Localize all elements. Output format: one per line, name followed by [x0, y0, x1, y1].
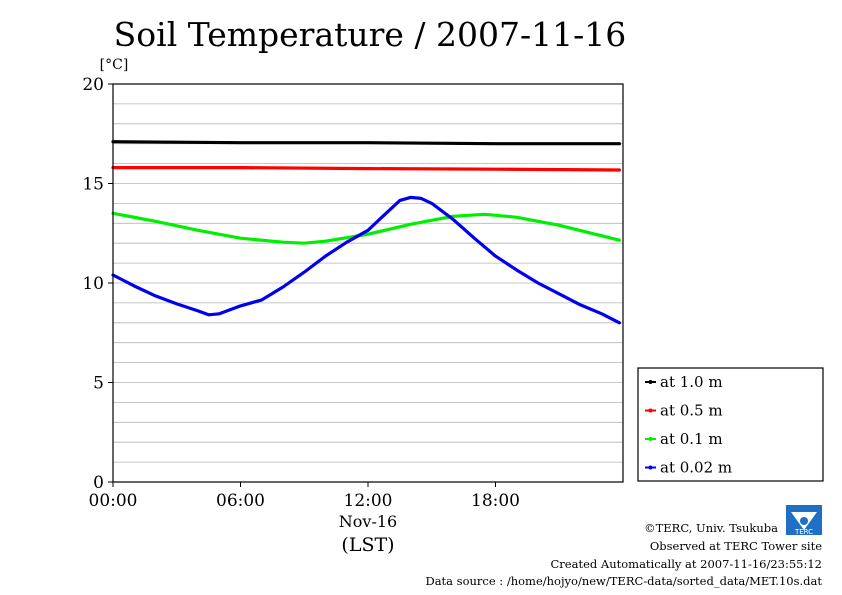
legend-label-0: at 1.0 m	[660, 373, 723, 391]
x-axis-date-label: Nov-16	[339, 512, 397, 531]
footer-site: Observed at TERC Tower site	[649, 539, 822, 553]
series-line-2	[111, 211, 621, 245]
y-tick-label: 20	[82, 75, 104, 95]
footer-created: Created Automatically at 2007-11-16/23:5…	[550, 557, 823, 571]
series-line-1	[111, 166, 621, 172]
x-tick-label: 00:00	[89, 491, 138, 511]
y-tick-label: 15	[82, 175, 104, 195]
footer-source: Data source : /home/hojyo/new/TERC-data/…	[425, 574, 822, 588]
terc-logo: TERC	[786, 505, 822, 536]
legend-marker-2	[648, 437, 653, 441]
legend-marker-3	[648, 465, 653, 470]
y-tick-label: 0	[93, 473, 104, 493]
series-line-3	[111, 195, 621, 325]
legend-marker-0	[648, 380, 653, 384]
x-tick-label: 18:00	[471, 491, 520, 511]
series-line-0	[111, 140, 621, 146]
x-tick-label: 12:00	[344, 491, 393, 511]
x-tick-label: 06:00	[216, 491, 265, 511]
legend-label-3: at 0.02 m	[660, 459, 732, 477]
legend: at 1.0 m at 0.5 m at 0.1 m at 0.02 m	[637, 367, 824, 482]
legend-label-2: at 0.1 m	[660, 430, 723, 448]
grid-lines	[113, 103, 623, 463]
y-tick-label: 5	[93, 374, 104, 394]
x-axis-timezone-label: (LST)	[341, 534, 394, 556]
logo-text: TERC	[794, 528, 813, 536]
chart-title: Soil Temperature / 2007-11-16	[114, 15, 627, 54]
footer-copyright: ©TERC, Univ. Tsukuba	[644, 521, 778, 535]
y-axis-unit: [°C]	[100, 57, 129, 73]
legend-label-1: at 0.5 m	[660, 402, 723, 420]
legend-box	[637, 367, 824, 482]
y-tick-label: 10	[82, 274, 104, 294]
legend-marker-1	[648, 408, 653, 413]
series-group	[111, 140, 621, 325]
axis-ticks: 0 5 10 15 20 00:00 06:00 12:00 18:00	[82, 75, 520, 511]
